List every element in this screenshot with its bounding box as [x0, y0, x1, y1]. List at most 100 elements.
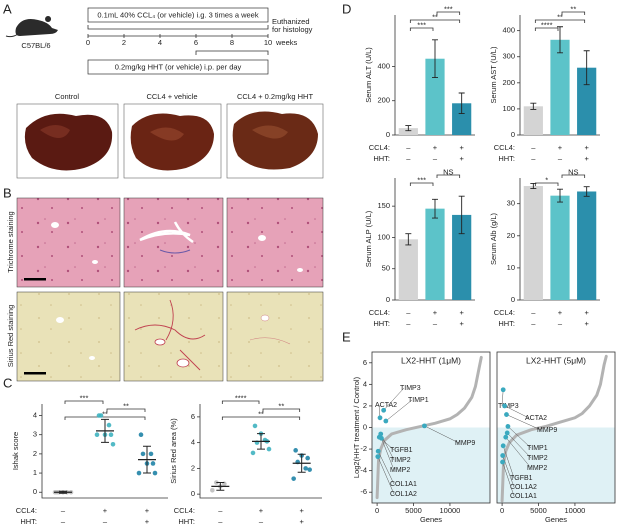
group-label: CCL4 + vehicle: [146, 92, 197, 101]
gene-point: [500, 387, 506, 393]
y-tick-label: 4: [363, 379, 367, 388]
y-tick-label: 1: [33, 468, 37, 477]
factor-level: –: [531, 319, 536, 328]
time-tick-label: 2: [122, 38, 126, 47]
x-tick-label: 0: [500, 506, 504, 515]
significance-label: *: [545, 175, 548, 184]
x-tick-label: 5000: [530, 506, 547, 515]
point: [110, 441, 116, 447]
panel-label: B: [3, 185, 12, 200]
factor-level: –: [406, 143, 411, 152]
bar: [452, 103, 472, 135]
y-tick-label: 100: [502, 104, 515, 113]
ranked-genes: [375, 355, 483, 500]
factor-level: –: [406, 319, 411, 328]
bar: [523, 186, 543, 300]
point: [307, 467, 312, 472]
y-tick-label: 6: [191, 412, 195, 421]
significance-label: **: [258, 409, 264, 418]
point: [106, 422, 112, 428]
y-tick-label: 200: [502, 78, 515, 87]
gene-label: MMP2: [527, 465, 547, 472]
leader-line: [505, 437, 532, 469]
y-tick-label: -2: [360, 444, 367, 453]
gene-point: [422, 423, 427, 429]
significance-bracket: [409, 19, 461, 23]
endpoint: for histology: [272, 25, 313, 34]
significance-bracket: [106, 408, 146, 412]
point: [94, 432, 100, 437]
error-bar: [143, 445, 151, 474]
y-tick-label: 400: [502, 26, 515, 35]
factor-name: CCL4:: [369, 308, 390, 317]
factor-level: +: [145, 506, 150, 515]
factor-name: HHT:: [498, 154, 515, 163]
gene-label: COL1A2: [390, 491, 417, 498]
significance-label: **: [570, 4, 576, 13]
leader-line: [381, 438, 395, 471]
axes: [394, 15, 475, 136]
gene-point: [505, 424, 511, 429]
liver-photos: [16, 103, 324, 179]
time-tick-label: 8: [230, 38, 234, 47]
significance-bracket: [436, 11, 461, 15]
panel-label: D: [342, 1, 351, 16]
significance-bracket: [534, 182, 559, 186]
axes: [519, 178, 600, 301]
y-tick-label: 0: [386, 295, 390, 304]
significance-label: ***: [444, 4, 453, 13]
gene-label: TIMP3: [400, 385, 421, 392]
histology-images: [16, 197, 324, 382]
hht-regimen: 0.2mg/kg HHT (or vehicle) i.p. per day: [115, 62, 242, 71]
leader-line: [501, 389, 504, 407]
factor-level: +: [459, 319, 464, 328]
bar: [577, 191, 597, 300]
time-unit: weeks: [275, 38, 298, 47]
leader-line: [502, 461, 515, 497]
factor-level: –: [531, 154, 536, 163]
y-axis-label: Serum ALT (U/L): [364, 47, 373, 103]
y-tick-label: 2: [33, 449, 37, 458]
down-region: [497, 427, 615, 503]
point: [140, 451, 146, 457]
y-tick-label: 0: [363, 422, 367, 431]
factor-name: CCL4:: [369, 143, 390, 152]
point: [138, 432, 144, 437]
factor-level: –: [218, 517, 223, 524]
y-tick-label: 4: [33, 410, 37, 419]
regimen-box: [87, 59, 269, 75]
leader-line: [383, 387, 405, 411]
y-axis-label: Serum AST (U/L): [489, 46, 498, 103]
y-axis-label: Sirius Red area (%): [169, 418, 178, 484]
bar: [425, 58, 445, 135]
y-tick-label: 100: [377, 232, 390, 241]
factor-level: +: [433, 308, 438, 317]
factor-level: +: [584, 154, 589, 163]
hht-bracket: [195, 50, 269, 55]
leader-line: [507, 432, 532, 459]
point: [96, 413, 102, 418]
gene-label: MMP2: [390, 467, 410, 474]
error-bar: [458, 195, 465, 235]
error-bar: [583, 186, 590, 197]
ranked-genes: [500, 354, 608, 503]
point: [210, 487, 215, 493]
factor-level: –: [218, 506, 223, 515]
factor-level: +: [433, 143, 438, 152]
factor-level: +: [259, 506, 264, 515]
factor-name: HHT:: [373, 319, 390, 328]
x-tick-label: 0: [375, 506, 379, 515]
significance-bracket: [409, 27, 434, 31]
y-axis-label: Serum ALP (U/L): [364, 210, 373, 267]
error-bar: [216, 482, 225, 491]
point: [136, 470, 142, 476]
factor-level: +: [558, 308, 563, 317]
bar: [550, 195, 570, 300]
error-bar: [59, 490, 67, 494]
gene-label: TIMP3: [498, 403, 519, 410]
significance-bracket: [534, 19, 586, 23]
significance-label: NS: [568, 167, 578, 176]
factor-level: –: [406, 154, 411, 163]
significance-bracket: [534, 27, 559, 31]
factor-level: –: [531, 308, 536, 317]
